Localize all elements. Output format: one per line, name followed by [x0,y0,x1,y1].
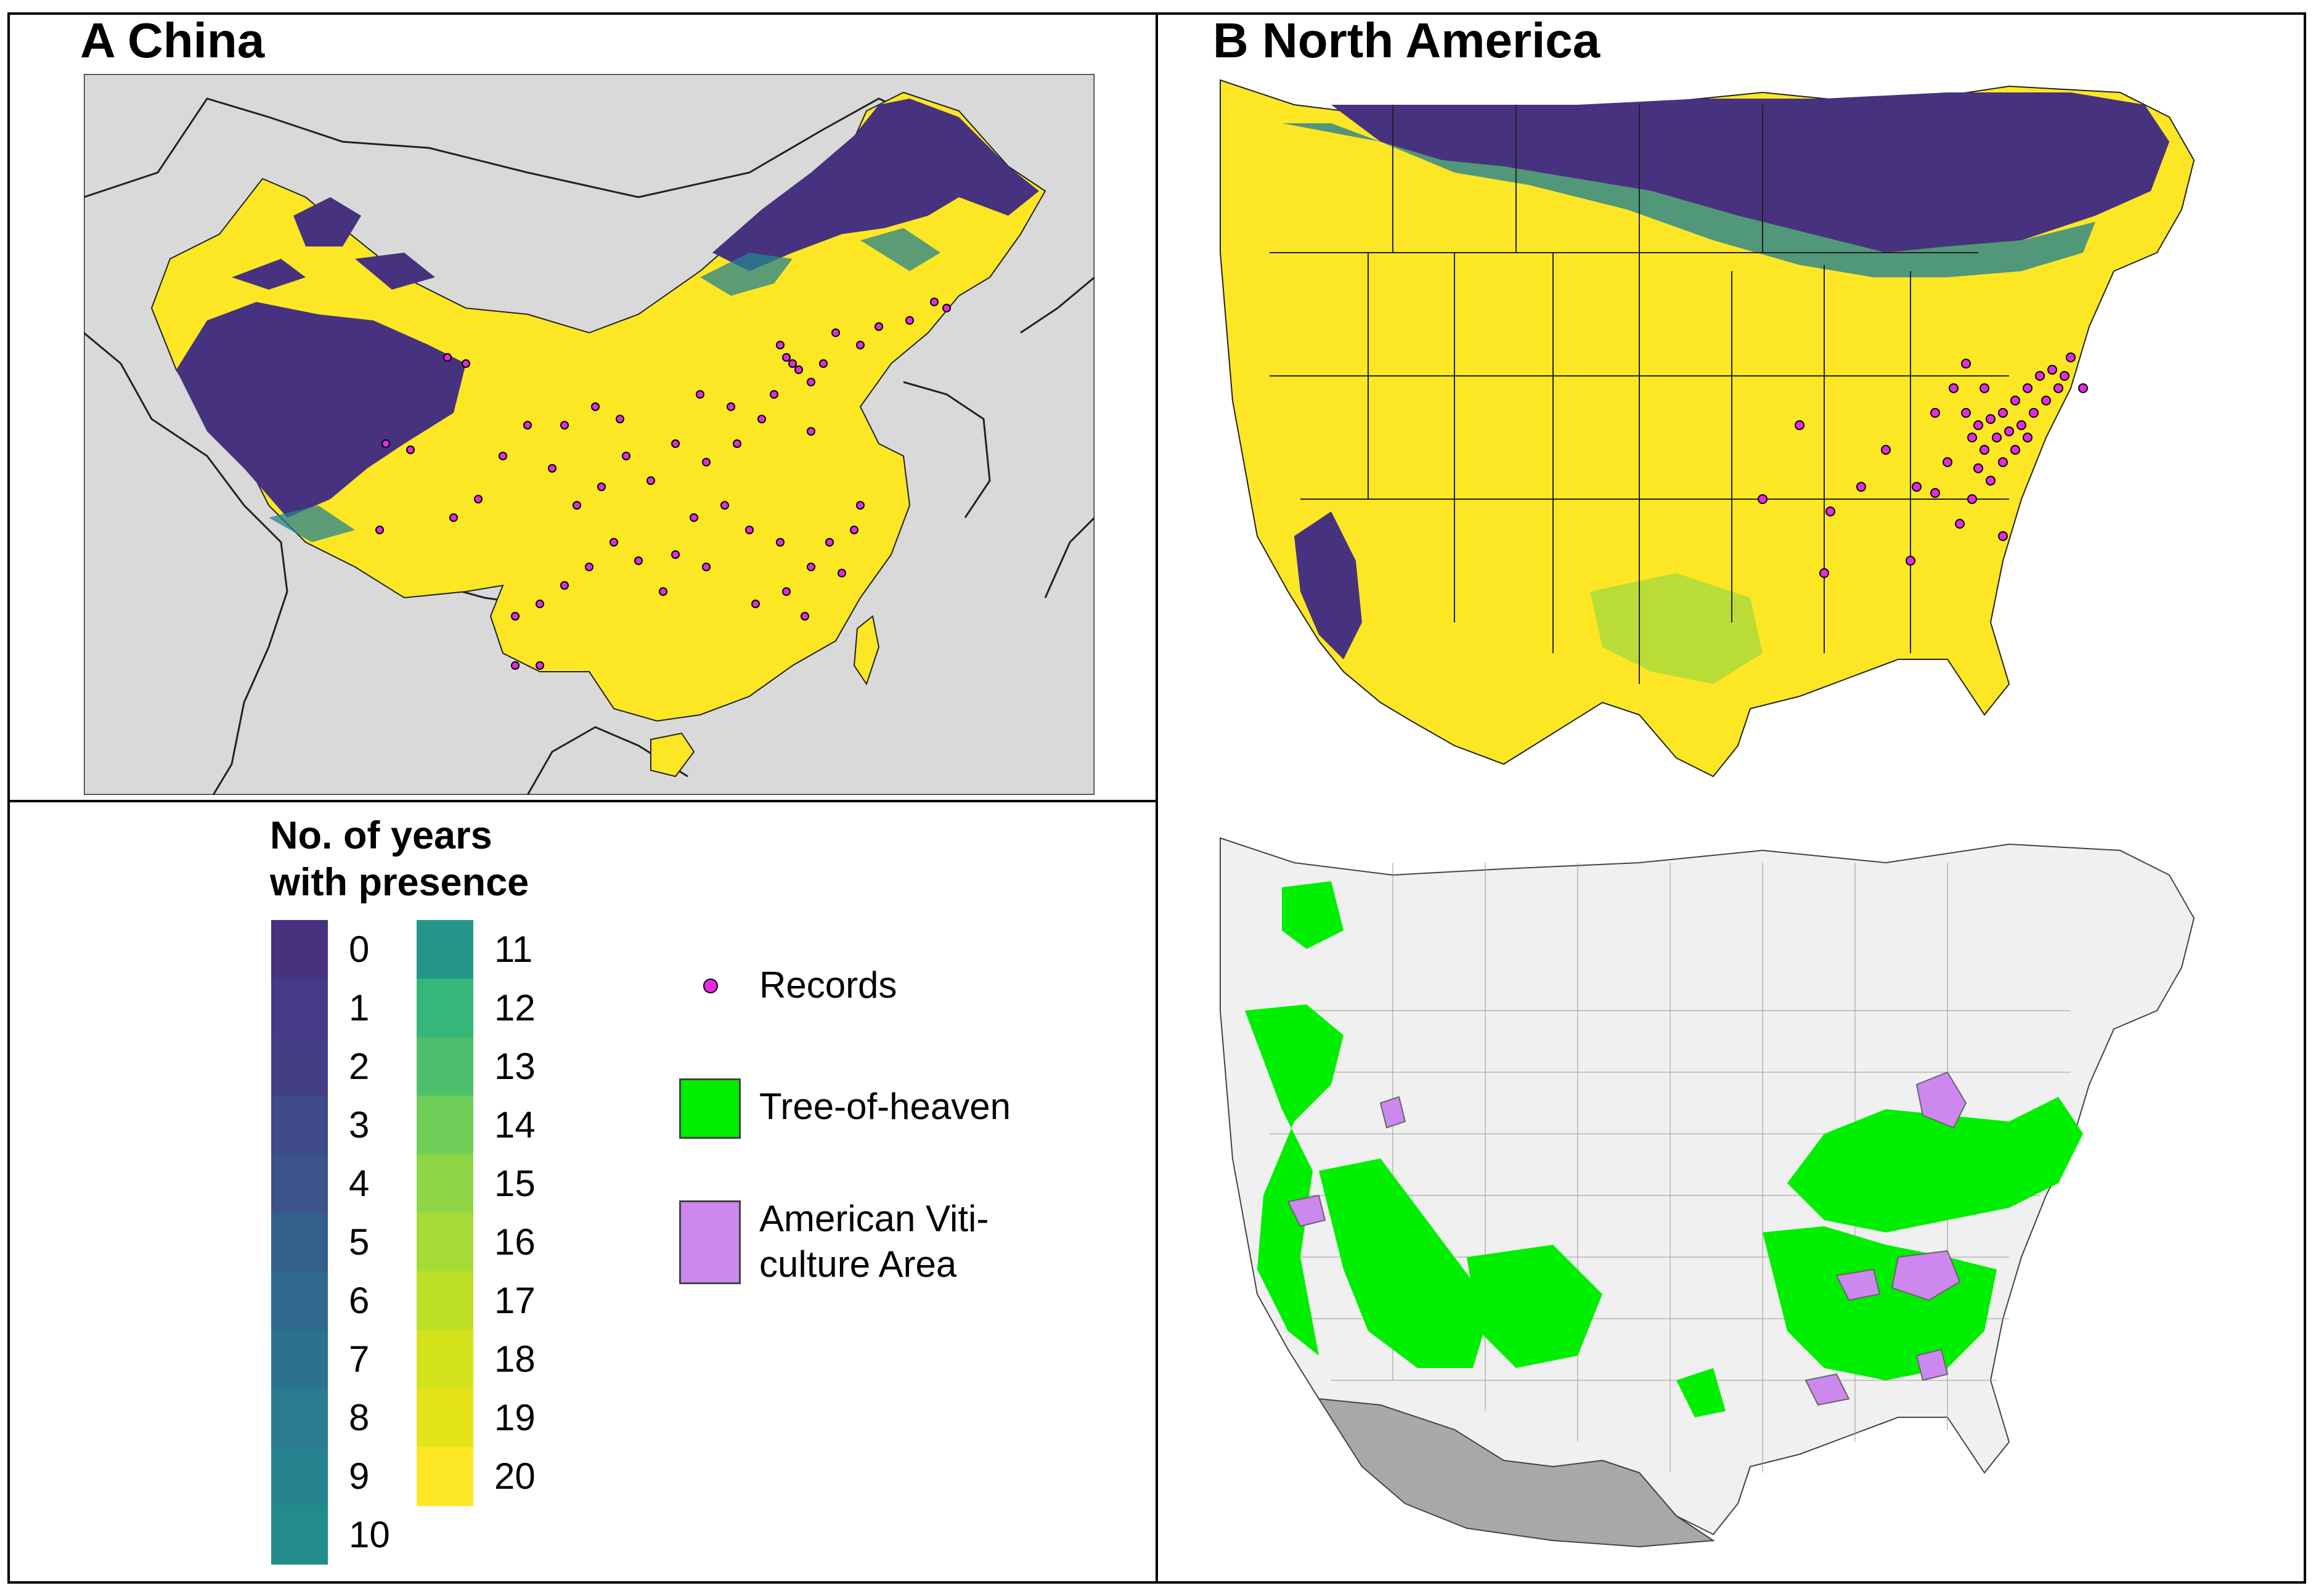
scale-swatch-15 [417,1154,473,1213]
scale-label-17: 17 [494,1280,536,1321]
neighbor-borders [84,97,1095,795]
scale-swatch-5 [271,1213,328,1272]
tree-of-heaven-swatch [679,1078,741,1139]
scale-label-3: 3 [349,1104,370,1146]
ava-label-line1: American Viti- [759,1198,989,1239]
scale-label-0: 0 [349,929,370,970]
north-america-panel-title: B North America [1213,13,1600,68]
china-records [375,298,951,670]
scale-swatch-8 [271,1388,328,1447]
scale-swatch-11 [417,920,473,979]
scale-label-2: 2 [349,1046,370,1087]
scale-label-18: 18 [494,1338,536,1380]
scale-label-10: 10 [349,1514,390,1555]
scale-swatch-17 [417,1271,473,1330]
scale-label-11: 11 [494,929,533,970]
north-america-county-map [1220,837,2195,1548]
scale-swatch-4 [271,1154,328,1213]
tree-of-heaven-label: Tree-of-heaven [759,1086,1011,1127]
scale-swatch-0 [271,920,328,979]
scale-label-4: 4 [349,1163,370,1204]
scale-swatch-13 [417,1037,473,1096]
scale-label-12: 12 [494,987,536,1028]
scale-swatch-18 [417,1330,473,1389]
na-state-borders [1270,105,2009,684]
na-records [1758,352,2088,578]
legend-title: No. of years with presence [270,812,529,906]
legend-title-line1: No. of years [270,814,492,857]
scale-swatch-3 [271,1096,328,1155]
hainan-island [650,732,695,778]
taiwan-island [853,615,880,686]
china-low-presence [176,99,1039,518]
mexico-area [1318,1398,1715,1548]
na-low-presence-southwest [1294,511,1362,659]
na-low-presence-north [1331,92,2169,253]
ava-swatch [679,1200,741,1284]
scale-label-15: 15 [494,1163,536,1204]
scale-label-13: 13 [494,1046,536,1087]
scale-swatch-12 [417,979,473,1038]
na-mid-presence-band [1282,123,2095,277]
records-legend-dot [703,979,718,993]
scale-swatch-7 [271,1330,328,1389]
scale-swatch-9 [271,1447,328,1506]
scale-label-20: 20 [494,1456,536,1497]
scale-label-6: 6 [349,1280,370,1321]
scale-swatch-16 [417,1213,473,1272]
legend-title-line2: with presence [270,861,529,904]
scale-label-5: 5 [349,1221,370,1263]
panel-divider-vertical [1156,12,1158,1584]
scale-label-19: 19 [494,1397,536,1438]
scale-label-14: 14 [494,1104,536,1146]
ava-areas [1287,1071,1967,1406]
panel-divider-horizontal [7,800,1158,802]
scale-swatch-6 [271,1271,328,1330]
ava-label-line2: culture Area [759,1244,957,1285]
na-mid-presence-texas [1590,573,1763,684]
scale-swatch-19 [417,1388,473,1447]
scale-swatch-14 [417,1096,473,1155]
north-america-presence-map [1220,79,2195,778]
records-legend-label: Records [759,964,897,1006]
scale-swatch-2 [271,1037,328,1096]
scale-label-1: 1 [349,987,370,1028]
scale-label-7: 7 [349,1338,370,1380]
china-panel-title: A China [80,13,265,68]
scale-label-16: 16 [494,1221,536,1263]
scale-swatch-20 [417,1447,473,1506]
scale-swatch-10 [271,1505,328,1565]
china-map [84,74,1095,795]
scale-label-9: 9 [349,1456,370,1497]
china-mid-presence [269,228,940,542]
scale-swatch-1 [271,979,328,1038]
scale-label-8: 8 [349,1397,370,1438]
